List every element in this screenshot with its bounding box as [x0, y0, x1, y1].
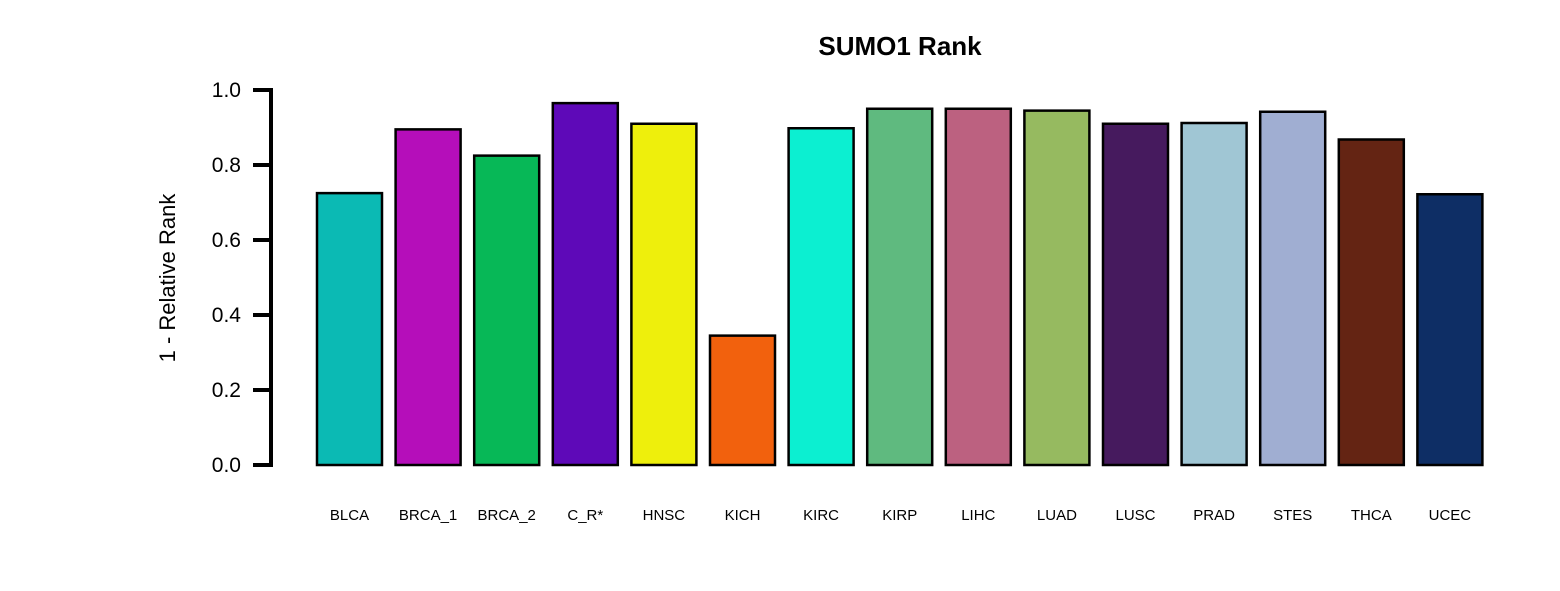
x-tick-label: LIHC — [961, 507, 995, 524]
x-tick-label: THCA — [1351, 507, 1392, 524]
bar-kich — [708, 334, 777, 467]
bar-brca-2 — [472, 154, 541, 467]
y-tick-label: 0.6 — [212, 229, 241, 252]
bar-kirp — [865, 107, 934, 467]
x-tick-label: C_R* — [567, 507, 603, 524]
bar-luad — [1023, 109, 1091, 467]
x-tick-label: BLCA — [330, 507, 369, 524]
x-tick-label: KIRC — [803, 507, 839, 524]
bar-stes — [1258, 110, 1327, 467]
x-tick-label: HNSC — [643, 507, 686, 524]
x-tick-label: KIRP — [882, 507, 917, 524]
y-tick-label: 0.8 — [212, 154, 241, 177]
y-axis-label: 1 - Relative Rank — [155, 193, 180, 363]
bar-hnsc — [630, 122, 698, 467]
bar-blca — [315, 191, 384, 467]
bar-lihc — [944, 107, 1013, 467]
bars-group — [315, 101, 1484, 467]
bar-kirc — [787, 127, 855, 467]
bar-ucec — [1416, 193, 1484, 467]
y-tick-label: 0.0 — [212, 454, 241, 477]
y-tick-label: 0.2 — [212, 379, 241, 402]
x-tick-label: STES — [1273, 507, 1312, 524]
x-tick-label: KICH — [725, 507, 761, 524]
x-tick-label: LUSC — [1115, 507, 1155, 524]
bar-thca — [1337, 138, 1406, 467]
x-tick-label: LUAD — [1037, 507, 1077, 524]
x-tick-labels: BLCA BRCA_1 BRCA_2 C_R* HNSC KICH KIRC KIRP LIHC… — [330, 507, 1471, 524]
x-tick-label: UCEC — [1429, 507, 1472, 524]
y-tick-label: 0.4 — [212, 304, 242, 327]
x-tick-label: BRCA_2 — [478, 507, 536, 524]
chart-title: SUMO1 Rank — [818, 31, 982, 61]
bar-lusc — [1101, 122, 1170, 467]
bar-brca-1 — [394, 128, 462, 467]
bar-c-r — [551, 101, 620, 467]
bar-prad — [1180, 121, 1248, 467]
x-tick-label: BRCA_1 — [399, 507, 457, 524]
y-axis: 0.0 0.2 0.4 0.6 0.8 1.0 — [212, 79, 273, 477]
x-tick-label: PRAD — [1193, 507, 1235, 524]
y-tick-label: 1.0 — [212, 79, 241, 102]
